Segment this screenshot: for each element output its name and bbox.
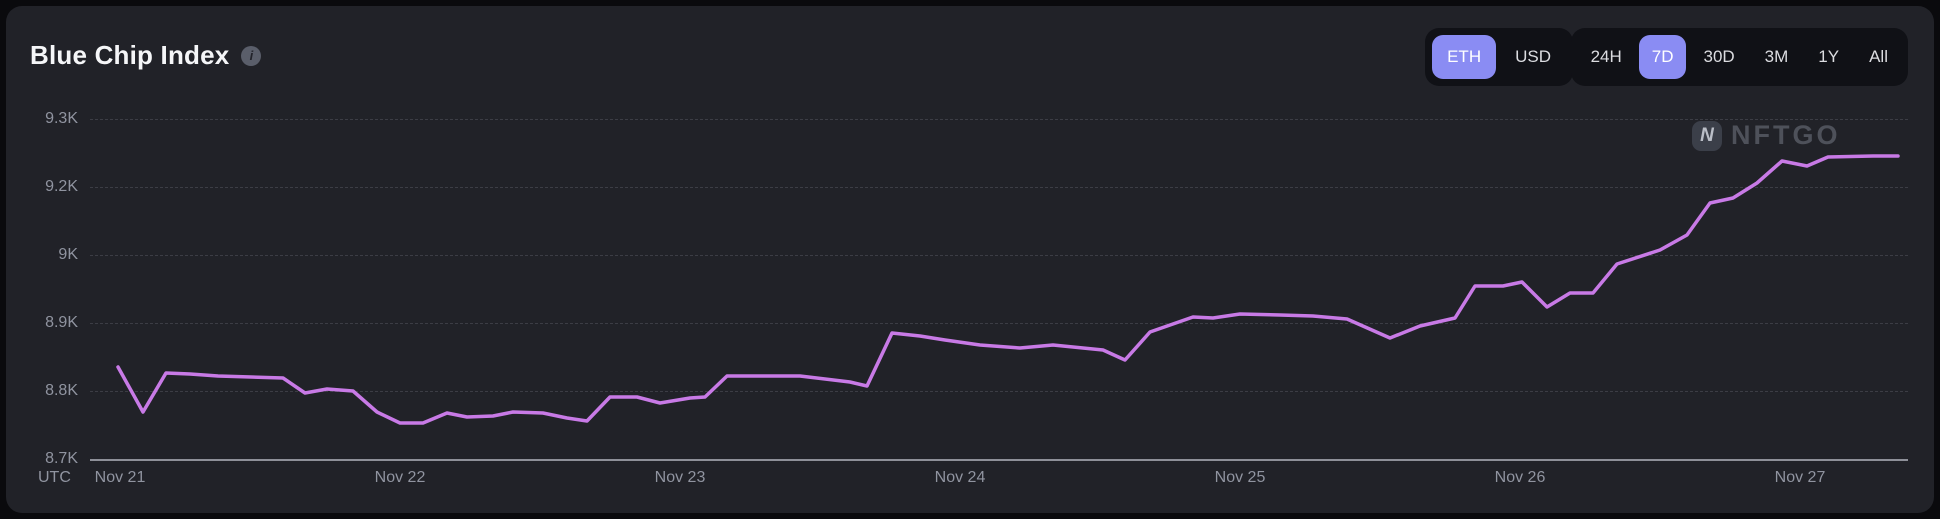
range-option-3m[interactable]: 3M	[1752, 35, 1802, 79]
x-axis-label: Nov 22	[374, 469, 426, 486]
range-option-7d[interactable]: 7D	[1638, 35, 1687, 79]
time-range-group: 24H 7D 30D 3M 1Y All	[1570, 28, 1908, 86]
y-axis-label: 8.8K	[45, 382, 78, 399]
x-axis-baseline	[90, 459, 1908, 461]
y-axis-label: 9.2K	[45, 178, 78, 195]
x-axis-label: Nov 27	[1774, 469, 1826, 486]
y-gridline	[90, 255, 1908, 256]
y-axis-label: 9.3K	[45, 110, 78, 127]
y-axis-label: 8.9K	[45, 314, 78, 331]
y-gridline	[90, 391, 1908, 392]
nftgo-watermark: N NFTGO	[1692, 120, 1841, 151]
currency-option-usd[interactable]: USD	[1500, 35, 1566, 79]
currency-toggle-group: ETH USD	[1425, 28, 1573, 86]
nftgo-brand-text: NFTGO	[1731, 120, 1841, 150]
range-option-all[interactable]: All	[1856, 35, 1901, 79]
x-axis-label: Nov 21	[94, 469, 146, 486]
x-axis-label: Nov 25	[1214, 469, 1266, 486]
y-gridline	[90, 119, 1908, 120]
nftgo-logo-icon: N	[1692, 120, 1722, 151]
y-gridline	[90, 187, 1908, 188]
index-line-series	[116, 154, 1900, 425]
page-title: Blue Chip Index	[30, 40, 230, 70]
y-gridline	[90, 323, 1908, 324]
y-axis-label: 9K	[58, 246, 78, 263]
range-option-30d[interactable]: 30D	[1690, 35, 1747, 79]
range-option-24h[interactable]: 24H	[1578, 35, 1635, 79]
timezone-label: UTC	[38, 469, 71, 486]
info-icon[interactable]: i	[241, 45, 262, 66]
x-axis-label: Nov 26	[1494, 469, 1546, 486]
header: Blue Chip Index i	[30, 40, 262, 71]
x-axis-label: Nov 23	[654, 469, 706, 486]
range-option-1y[interactable]: 1Y	[1805, 35, 1852, 79]
y-axis-label: 8.7K	[45, 450, 78, 467]
currency-option-eth[interactable]: ETH	[1432, 35, 1497, 79]
x-axis-label: Nov 24	[934, 469, 986, 486]
